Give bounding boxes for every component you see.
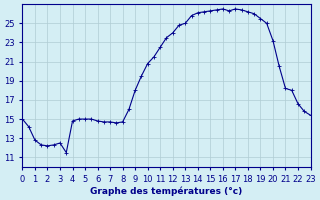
X-axis label: Graphe des températures (°c): Graphe des températures (°c) [90,186,243,196]
